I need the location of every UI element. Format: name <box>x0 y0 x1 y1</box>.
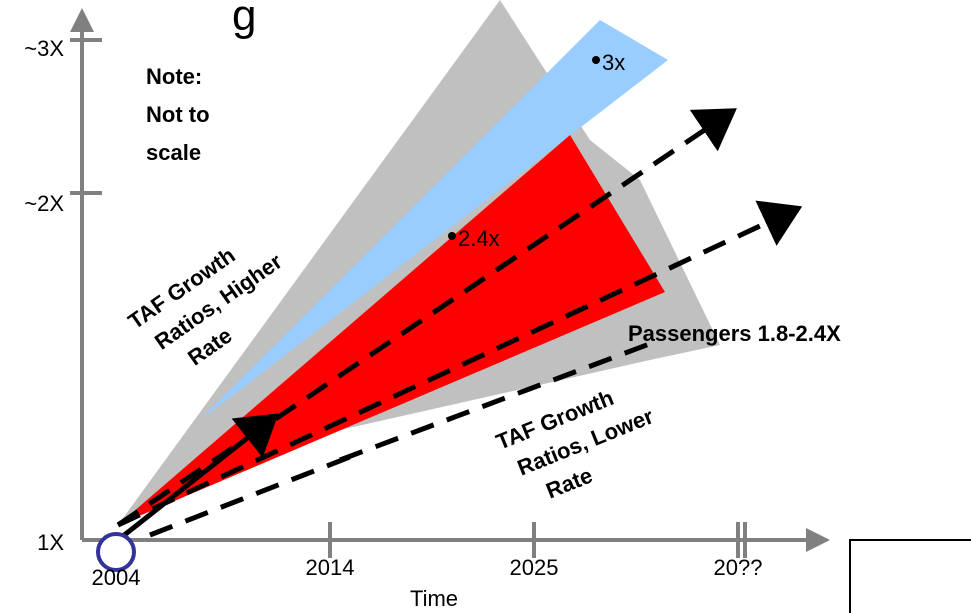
marker-3x-label: 3x <box>602 50 625 75</box>
dashed-trend-arrow-middle <box>116 200 803 528</box>
note-line-2: Not to <box>146 102 210 127</box>
y-tick-label-1x: 1X <box>37 530 64 555</box>
marker-3x-dot <box>592 56 600 64</box>
y-tick-label-3x: ~3X <box>24 36 64 61</box>
x-tick-label-20qq: 20?? <box>714 555 763 580</box>
marker-2-4x-label: 2.4x <box>458 226 500 251</box>
empty-box <box>849 539 971 613</box>
solid-trend-arrow <box>116 413 279 542</box>
x-axis-label: Time <box>410 586 458 611</box>
x-axis-arrowhead <box>806 528 830 552</box>
passengers-label: Passengers 1.8-2.4X <box>628 321 841 346</box>
dashed-trend-line-lower <box>339 337 661 463</box>
dashed-trend-arrow-top <box>116 108 737 528</box>
blue-growth-band <box>200 20 668 420</box>
origin-circle <box>96 532 136 572</box>
marker-2-4x-dot <box>448 232 456 240</box>
note-line-1: Note: <box>146 64 202 89</box>
title-fragment: g <box>232 0 256 40</box>
x-tick-label-2004: 2004 <box>92 565 141 590</box>
x-tick-label-2014: 2014 <box>306 555 355 580</box>
y-tick-label-2x: ~2X <box>24 191 64 216</box>
x-tick-label-2025: 2025 <box>510 555 559 580</box>
y-axis-arrowhead <box>70 8 94 32</box>
note-line-3: scale <box>146 140 201 165</box>
